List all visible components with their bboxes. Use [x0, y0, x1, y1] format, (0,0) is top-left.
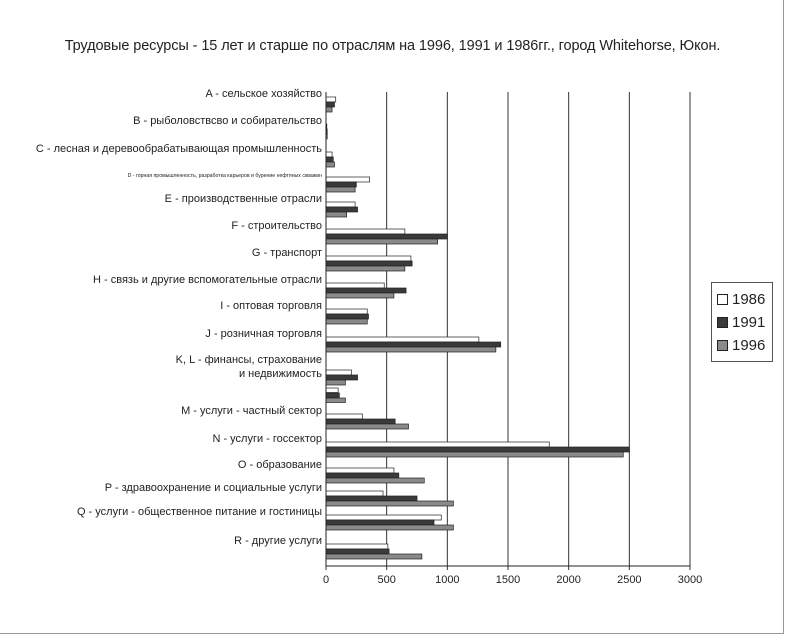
bar-1996-cat-13 [325, 477, 425, 484]
extra-bar-1991-0 [325, 392, 340, 398]
legend-item-1986: 1986 [712, 288, 772, 311]
extra-bar-1996-0 [325, 397, 346, 403]
bar-1986-cat-7 [325, 282, 385, 289]
bar-1986-cat-16 [325, 543, 389, 550]
bar-1991-cat-3 [325, 181, 357, 188]
x-tick-label-1000: 1000 [435, 574, 459, 586]
bar-1986-cat-6 [325, 255, 412, 262]
bar-1991-cat-10 [325, 374, 358, 381]
legend-label-1991: 1991 [732, 314, 766, 331]
x-tick-label-2000: 2000 [556, 574, 580, 586]
bar-1986-cat-5 [325, 228, 406, 235]
bar-1991-cat-16 [325, 548, 390, 555]
chart-title: Трудовые ресурсы - 15 лет и старше по от… [64, 38, 721, 54]
category-label-2: C - лесная и деревообрабатывающая промыш… [36, 143, 322, 155]
category-label-12: N - услуги - госсектор [212, 433, 322, 445]
bar-1996-cat-7 [325, 292, 395, 299]
legend-swatch-1996 [717, 340, 728, 351]
bar-1991-cat-5 [325, 233, 448, 240]
bar-1986-cat-4 [325, 201, 356, 208]
chart-legend: 1986 1991 1996 [711, 282, 773, 362]
bar-1996-cat-10 [325, 379, 346, 386]
bar-1991-cat-14 [325, 495, 418, 502]
bar-1986-cat-15 [325, 514, 442, 521]
bar-1986-cat-9 [325, 336, 480, 343]
bar-1986-cat-13 [325, 467, 395, 474]
bar-1991-cat-13 [325, 472, 400, 479]
bar-1996-cat-9 [325, 346, 497, 353]
category-label-10-line-1: и недвижимость [239, 368, 322, 380]
bar-1986-cat-14 [325, 490, 384, 497]
bar-1991-cat-4 [325, 206, 358, 213]
bar-1991-cat-11 [325, 418, 396, 425]
legend-swatch-1986 [717, 294, 728, 305]
x-tick-label-3000: 3000 [678, 574, 702, 586]
legend-label-1996: 1996 [732, 337, 766, 354]
bar-1991-cat-2 [325, 156, 334, 163]
category-label-9: J - розничная торговля [205, 328, 322, 340]
bar-1991-cat-15 [325, 519, 435, 526]
bar-1996-cat-0 [325, 106, 333, 113]
bar-1991-cat-0 [325, 101, 335, 108]
category-label-5: F - строительство [231, 220, 322, 232]
bar-1996-cat-3 [325, 186, 356, 193]
bar-1996-cat-2 [325, 161, 335, 168]
bar-1996-cat-11 [325, 423, 409, 430]
bar-1996-cat-14 [325, 500, 454, 507]
bar-1991-cat-6 [325, 260, 413, 267]
category-label-1: B - рыболовствсво и собирательство [133, 115, 322, 127]
bar-1986-cat-12 [325, 441, 550, 448]
bar-1991-cat-7 [325, 287, 407, 294]
bar-1986-cat-0 [325, 96, 337, 103]
category-label-11: M - услуги - частный сектор [181, 405, 322, 417]
bar-1986-cat-10 [325, 369, 352, 376]
category-label-6: G - транспорт [252, 247, 322, 259]
category-label-16: R - другие услуги [234, 535, 322, 547]
x-tick-label-500: 500 [377, 574, 395, 586]
bar-1996-cat-4 [325, 211, 347, 218]
legend-item-1996: 1996 [712, 334, 772, 357]
legend-swatch-1991 [717, 317, 728, 328]
x-tick-label-2500: 2500 [617, 574, 641, 586]
bar-1986-cat-3 [325, 176, 371, 183]
category-label-14: P - здравоохранение и социальные услуги [105, 482, 322, 494]
category-label-13: O - образование [238, 459, 322, 471]
bar-1991-cat-12 [325, 446, 630, 453]
legend-item-1991: 1991 [712, 311, 772, 334]
x-tick-label-0: 0 [323, 574, 329, 586]
bar-1991-cat-8 [325, 313, 369, 320]
bar-1986-cat-2 [325, 151, 333, 158]
bar-1996-cat-16 [325, 553, 423, 560]
bar-1996-cat-8 [325, 318, 368, 325]
category-label-7: H - связь и другие вспомогательные отрас… [93, 274, 322, 286]
x-tick-label-1500: 1500 [496, 574, 520, 586]
category-label-3: D - горная промышленность, разработка ка… [128, 173, 323, 179]
legend-label-1986: 1986 [732, 291, 766, 308]
extra-bar-1986-0 [325, 387, 339, 393]
bar-1986-cat-11 [325, 413, 363, 420]
bar-1996-cat-6 [325, 265, 406, 272]
category-label-0: A - сельское хозяйство [205, 88, 322, 100]
bar-1996-cat-5 [325, 238, 438, 245]
bar-1986-cat-8 [325, 308, 368, 315]
category-label-8: I - оптовая торговля [220, 300, 322, 312]
bar-1996-cat-15 [325, 524, 454, 531]
category-label-10-line-0: K, L - финансы, страхование [176, 354, 322, 366]
bar-1996-cat-12 [325, 451, 624, 458]
category-label-4: E - производственные отрасли [165, 193, 322, 205]
category-label-15: Q - услуги - общественное питание и гост… [77, 506, 322, 518]
bar-1991-cat-9 [325, 341, 502, 348]
